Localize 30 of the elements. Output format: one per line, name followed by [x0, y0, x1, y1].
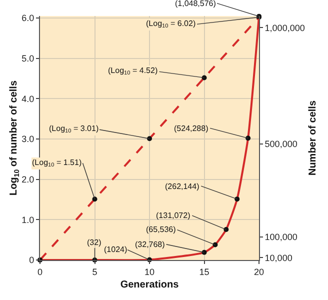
x-tick-label: 15	[199, 266, 210, 277]
y2-tick-label: 500,000	[264, 138, 298, 149]
y-tick-label: 0	[29, 255, 34, 266]
data-label: (Log$_{10}$ = 6.02)	[146, 19, 196, 30]
y2-axis-title: Number of cells	[307, 100, 318, 176]
x-tick-label: 0	[37, 266, 43, 277]
y2-tick-label: 100,000	[264, 232, 298, 242]
data-label: (1,048,576)	[175, 0, 216, 8]
data-label: (Log$_{10}$ = 4.52)	[108, 66, 158, 77]
data-label: (32)	[87, 238, 102, 247]
x-tick-label: 5	[92, 266, 98, 277]
data-label: (1024)	[104, 245, 128, 254]
y-tick-label: 3.0	[22, 134, 34, 144]
y-tick-label: 5.0	[22, 54, 34, 64]
y2-tick-label: 10,000	[264, 252, 292, 263]
x-tick-label: 10	[144, 266, 155, 277]
y2-tick-label: 1,000,000	[264, 22, 305, 33]
y-tick-label: 4.0	[22, 94, 34, 104]
data-label: (Log$_{10}$ = 3.01)	[49, 124, 99, 135]
y-tick-label: 6.0	[22, 13, 34, 24]
data-label: (65,536)	[146, 225, 176, 234]
data-label: (524,288)	[174, 124, 209, 133]
x-axis-title: Generations	[120, 279, 180, 290]
y-tick-label: 2.0	[22, 174, 34, 184]
data-label: (262,144)	[165, 182, 200, 191]
data-label: (32,768)	[135, 240, 166, 249]
x-tick-label: 20	[254, 266, 264, 277]
y-tick-label: 1.0	[22, 214, 34, 225]
data-label: (131,072)	[156, 211, 191, 220]
data-label: (Log$_{10}$ = 1.51)	[32, 158, 82, 169]
